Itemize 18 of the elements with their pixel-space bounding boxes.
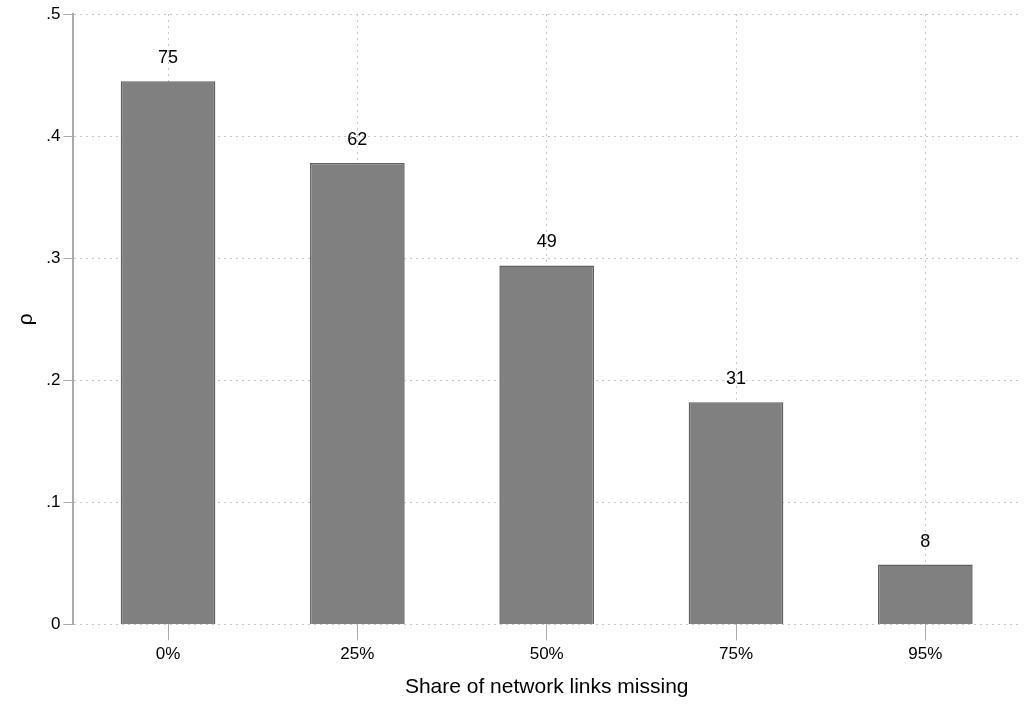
y-axis-title: ρ [13,313,37,326]
annotation: 75 [158,47,179,68]
annotation: 62 [347,128,368,149]
annotation: 8 [920,530,931,551]
y-tick-label: .2 [46,369,61,389]
y-tick-label: .1 [46,492,61,512]
y-tick-label: .3 [46,247,61,267]
x-tick-label: 50% [529,644,564,664]
x-tick-label: 75% [719,644,754,664]
annotation: 49 [536,231,557,252]
x-tick-label: 95% [908,644,943,664]
x-tick-label: 25% [340,644,375,664]
y-tick-label: .4 [46,125,61,145]
annotation: 31 [726,368,747,389]
y-tick-label: 0 [50,614,61,634]
y-tick-label: .5 [46,3,61,23]
x-axis-title: Share of network links missing [404,674,689,698]
x-tick-label: 0% [155,644,181,664]
